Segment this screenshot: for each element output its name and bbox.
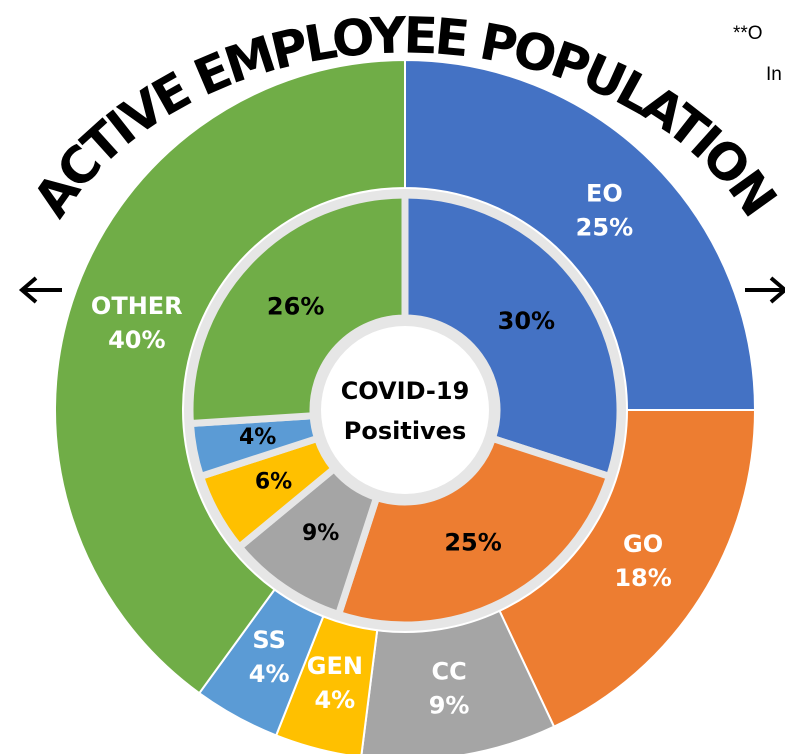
- value-label: 4%: [239, 425, 276, 450]
- center-hole: [321, 326, 489, 494]
- value-label: 9%: [302, 521, 339, 546]
- category-label: CC: [431, 658, 466, 686]
- annotation: **O: [733, 23, 763, 44]
- value-label: 4%: [249, 660, 290, 688]
- left-arrow: [18, 276, 62, 304]
- center-label: COVID-19: [341, 377, 470, 405]
- right-arrow: [745, 276, 785, 304]
- category-label: EO: [586, 180, 623, 208]
- value-label: 25%: [444, 529, 501, 557]
- value-label: 25%: [576, 214, 633, 242]
- value-label: 30%: [498, 307, 555, 335]
- rings: COVID-19 Positives: [54, 58, 757, 754]
- category-label: GEN: [307, 652, 363, 680]
- annotation: In: [766, 64, 782, 85]
- slice: [54, 58, 406, 695]
- value-label: 40%: [108, 326, 165, 354]
- category-label: SS: [252, 626, 286, 654]
- value-label: 4%: [314, 686, 355, 714]
- category-label: GO: [623, 530, 663, 558]
- slice: [360, 609, 556, 754]
- slice: [404, 58, 757, 411]
- slice: [498, 409, 757, 729]
- center-label: Positives: [344, 417, 467, 445]
- value-label: 26%: [267, 292, 324, 320]
- value-label: 18%: [614, 564, 671, 592]
- value-label: 9%: [429, 692, 470, 720]
- category-label: OTHER: [91, 292, 183, 320]
- value-label: 6%: [255, 469, 292, 494]
